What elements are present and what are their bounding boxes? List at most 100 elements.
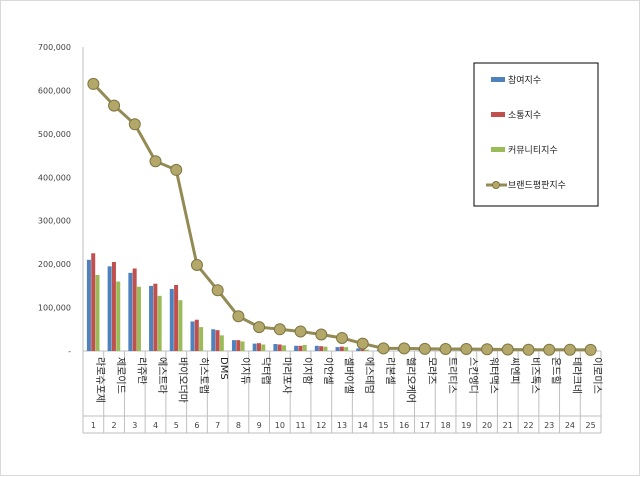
bar-1: [191, 321, 195, 351]
bar-1: [211, 329, 215, 351]
y-tick-label: -: [68, 347, 71, 356]
bar-1: [253, 344, 257, 351]
bar-2: [298, 346, 302, 351]
reputation-point: [585, 344, 596, 355]
reputation-point: [419, 343, 430, 354]
rank-label: 14: [358, 421, 368, 430]
bar-3: [137, 287, 141, 351]
reputation-point: [378, 343, 389, 354]
rank-label: 10: [275, 421, 285, 430]
bar-2: [153, 284, 157, 351]
rank-label: 8: [236, 421, 241, 430]
legend-entry: 커뮤니티지수: [508, 145, 558, 156]
category-label: 이로미스: [591, 357, 603, 394]
reputation-point: [150, 156, 161, 167]
rank-label: 11: [295, 421, 305, 430]
reputation-point: [523, 344, 534, 355]
bar-3: [323, 347, 327, 351]
bar-2: [257, 343, 261, 351]
bar-1: [170, 289, 174, 351]
bar-1: [336, 347, 340, 351]
category-label: DMS: [218, 357, 229, 380]
category-label: 이지듀: [239, 357, 251, 385]
category-label: 리본셀: [384, 357, 396, 385]
reputation-point: [129, 119, 140, 130]
reputation-point: [461, 344, 472, 355]
legend-entry: 소통지수: [508, 110, 541, 121]
rank-label: 20: [482, 421, 492, 430]
category-label: 제로이드: [115, 357, 127, 394]
bar-3: [158, 296, 162, 351]
bar-3: [261, 344, 265, 351]
bar-1: [128, 273, 132, 351]
bar-2: [278, 344, 282, 351]
category-label: 씨엔피: [508, 357, 520, 385]
y-tick-label: 100,000: [38, 304, 71, 313]
rank-label: 7: [215, 421, 220, 430]
bar-3: [241, 341, 245, 351]
rank-label: 21: [503, 421, 513, 430]
bar-3: [199, 327, 203, 351]
bar-3: [178, 300, 182, 351]
rank-label: 6: [194, 421, 199, 430]
legend-entry: 참여지수: [508, 74, 541, 86]
bar-1: [294, 346, 298, 351]
bar-1: [232, 340, 236, 351]
category-label: 리쥬란: [135, 357, 147, 385]
legend-entry: 브랜드평판지수: [508, 180, 566, 191]
bar-2: [91, 253, 95, 351]
reputation-point: [254, 322, 265, 333]
reputation-point: [544, 344, 555, 355]
reputation-point: [357, 338, 368, 349]
category-label: 히스토랩: [197, 357, 209, 394]
reputation-point: [191, 260, 202, 271]
category-label: 에스테덤: [363, 357, 375, 394]
bar-3: [282, 345, 286, 351]
y-tick-label: 300,000: [38, 217, 71, 226]
rank-label: 12: [316, 421, 326, 430]
legend-marker: [493, 182, 500, 189]
bar-1: [108, 266, 112, 351]
bar-3: [116, 282, 120, 351]
category-label: 이안셀: [322, 357, 334, 385]
category-label: 모라즈: [425, 357, 437, 385]
bar-3: [96, 275, 100, 351]
bar-1: [315, 346, 319, 351]
bar-2: [112, 262, 116, 351]
reputation-point: [316, 329, 327, 340]
category-label: 비즈톡스: [529, 357, 541, 394]
bar-1: [87, 260, 91, 351]
y-tick-label: 400,000: [38, 173, 71, 182]
reputation-point: [502, 344, 513, 355]
reputation-point: [171, 164, 182, 175]
reputation-point: [564, 344, 575, 355]
y-tick-label: 600,000: [38, 86, 71, 95]
y-tick-label: 200,000: [38, 260, 71, 269]
bar-3: [344, 347, 348, 351]
rank-label: 2: [112, 421, 117, 430]
reputation-point: [482, 344, 493, 355]
reputation-point: [233, 311, 244, 322]
category-label: 트리티스: [446, 357, 458, 394]
rank-label: 9: [257, 421, 262, 430]
bar-2: [195, 320, 199, 351]
rank-label: 13: [337, 421, 347, 430]
reputation-point: [399, 343, 410, 354]
rank-label: 23: [544, 421, 554, 430]
rank-label: 3: [132, 421, 137, 430]
rank-label: 17: [420, 421, 430, 430]
legend-swatch: [491, 77, 505, 82]
category-label: 에스트라: [156, 357, 168, 394]
category-label: 닥터랩: [260, 357, 272, 385]
bar-3: [220, 335, 224, 351]
rank-label: 1: [91, 421, 96, 430]
rank-label: 25: [586, 421, 596, 430]
reputation-point: [88, 78, 99, 89]
rank-label: 4: [153, 421, 158, 430]
category-label: 온드힐: [550, 357, 563, 385]
bar-1: [273, 344, 277, 351]
rank-label: 5: [174, 421, 179, 430]
bar-2: [236, 340, 240, 351]
